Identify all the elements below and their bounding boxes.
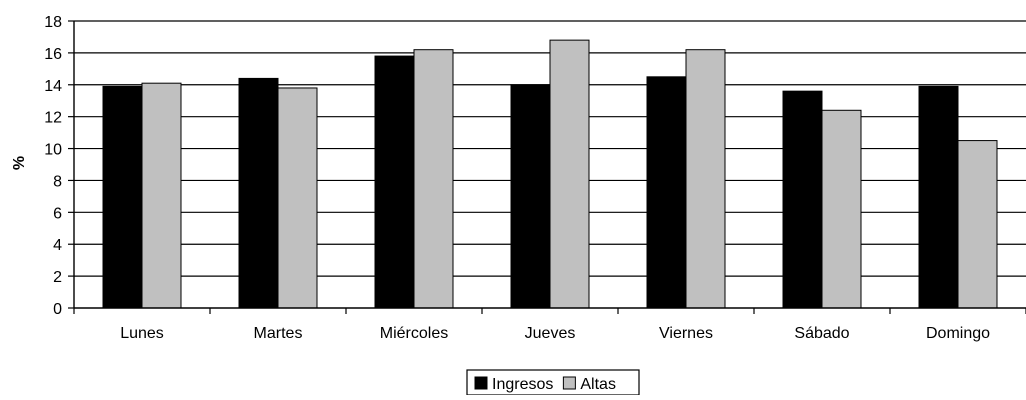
y-tick-label: 2 bbox=[53, 269, 62, 286]
bar-altas-7 bbox=[957, 140, 998, 309]
legend-swatch-ingresos bbox=[474, 376, 488, 390]
bar-ingresos-1 bbox=[102, 85, 143, 309]
y-tick-label: 6 bbox=[53, 205, 62, 222]
legend: Ingresos Altas bbox=[466, 369, 640, 396]
x-category-label: Miércoles bbox=[380, 325, 448, 342]
bar-altas-6 bbox=[821, 109, 862, 309]
bar-ingresos-7 bbox=[918, 85, 959, 309]
y-tick-label: 12 bbox=[44, 110, 62, 127]
y-tick-labels: 0 2 4 6 8 10 12 14 16 18 bbox=[44, 14, 62, 318]
bar-ingresos-2 bbox=[238, 77, 279, 309]
bar-altas-3 bbox=[413, 49, 454, 309]
legend-box bbox=[466, 369, 640, 396]
y-tick-label: 8 bbox=[53, 173, 62, 190]
y-axis-label: % bbox=[11, 156, 28, 170]
bars bbox=[102, 39, 998, 309]
x-category-labels: Lunes Martes Miércoles Jueves Viernes Sábado D… bbox=[120, 325, 990, 342]
bar-ingresos-3 bbox=[374, 55, 415, 309]
legend-swatch-altas bbox=[562, 376, 576, 390]
x-category-label: Lunes bbox=[120, 325, 164, 342]
y-tick-label: 4 bbox=[53, 237, 62, 254]
bar-ingresos-5 bbox=[646, 76, 687, 309]
y-tick-label: 10 bbox=[44, 142, 62, 159]
legend-label-altas: Altas bbox=[580, 376, 616, 393]
bar-ingresos-4 bbox=[510, 84, 551, 309]
x-category-label: Viernes bbox=[659, 325, 713, 342]
y-tick-label: 0 bbox=[53, 301, 62, 318]
x-category-label: Domingo bbox=[926, 325, 990, 342]
bar-altas-5 bbox=[685, 49, 726, 309]
axes bbox=[68, 20, 1026, 314]
x-category-label: Martes bbox=[254, 325, 303, 342]
x-category-label: Sábado bbox=[794, 325, 849, 342]
y-tick-label: 16 bbox=[44, 46, 62, 63]
x-category-label: Jueves bbox=[525, 325, 576, 342]
y-tick-label: 14 bbox=[44, 78, 62, 95]
legend-label-ingresos: Ingresos bbox=[492, 376, 553, 393]
bar-ingresos-6 bbox=[782, 90, 823, 309]
bar-altas-2 bbox=[277, 87, 318, 309]
bar-altas-4 bbox=[549, 39, 590, 309]
y-tick-label: 18 bbox=[44, 14, 62, 31]
bar-altas-1 bbox=[141, 82, 182, 309]
